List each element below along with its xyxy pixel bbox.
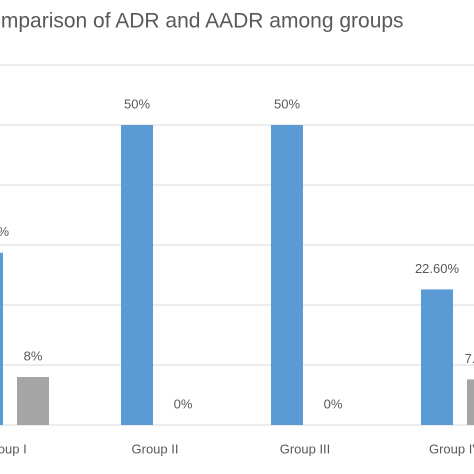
data-label: 7.60% [465,351,474,366]
bar [17,377,49,425]
x-tick-label: Group IV [429,441,474,456]
x-tick-label: Group III [280,441,331,456]
x-tick-label: Group II [132,441,179,456]
x-tick-label: Group I [0,441,27,456]
data-label: 0% [324,396,343,411]
data-label: 28.70% [0,224,9,239]
data-label: 8% [24,348,43,363]
bar [271,125,303,425]
bar [0,252,3,425]
data-label: 50% [124,96,150,111]
bar [421,289,453,425]
chart-title: Comparison of ADR and AADR among groups [0,10,404,33]
bar [467,379,474,425]
data-label: 50% [274,96,300,111]
data-label: 0% [174,396,193,411]
bar [121,125,153,425]
data-label: 22.60% [415,261,460,276]
